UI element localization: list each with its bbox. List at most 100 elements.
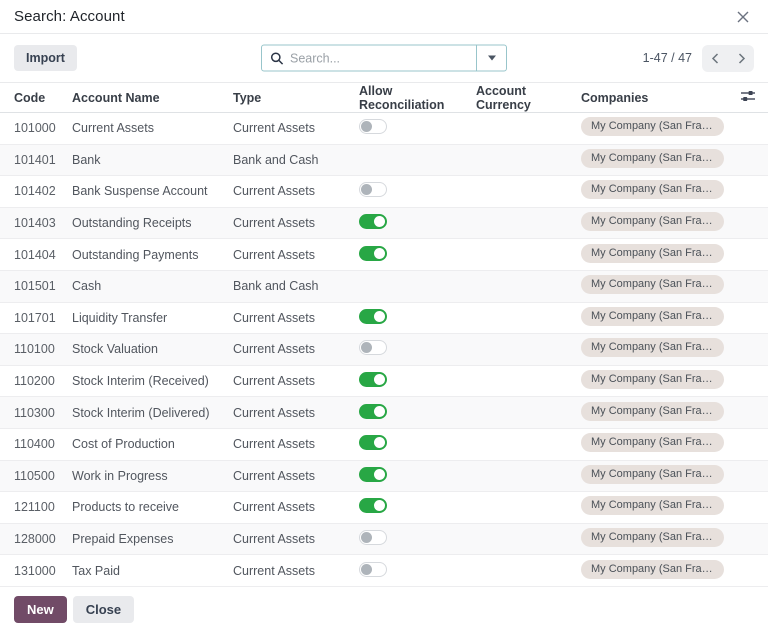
cell-companies: My Company (San Francisco) (577, 333, 728, 366)
cell-companies: My Company (San Francisco) (577, 206, 728, 239)
cell-code: 110200 (0, 364, 68, 397)
cell-companies: My Company (San Francisco) (577, 491, 728, 524)
pager-prev-button[interactable] (702, 45, 728, 72)
cell-type: Current Assets (229, 238, 355, 271)
cell-allow-reconciliation (355, 175, 472, 208)
dialog-title: Search: Account (14, 8, 125, 25)
table-row[interactable]: 101000 Current Assets Current Assets My … (0, 113, 768, 145)
pager-range: 1-47 / 47 (642, 51, 692, 65)
reconcile-toggle[interactable] (359, 403, 387, 419)
reconcile-toggle[interactable] (359, 182, 387, 198)
search-icon (270, 51, 284, 65)
cell-companies: My Company (San Francisco) (577, 427, 728, 461)
pager-next-button[interactable] (728, 45, 754, 72)
cell-code: 110100 (0, 333, 68, 366)
reconcile-toggle[interactable] (359, 530, 387, 546)
search-dropdown-button[interactable] (476, 45, 506, 71)
dialog-footer: New Close (0, 587, 768, 631)
table-row[interactable]: 101401 Bank Bank and Cash My Company (Sa… (0, 143, 768, 176)
table-row[interactable]: 101404 Outstanding Payments Current Asse… (0, 238, 768, 271)
cell-allow-reconciliation (355, 143, 472, 176)
chevron-down-icon (487, 55, 496, 61)
cell-account-currency (472, 554, 577, 587)
reconcile-toggle[interactable] (359, 498, 387, 514)
cell-code: 101402 (0, 175, 68, 208)
cell-companies: My Company (San Francisco) (577, 143, 728, 176)
table-row[interactable]: 110100 Stock Valuation Current Assets My… (0, 333, 768, 366)
table-header-row: Code Account Name Type Allow Reconciliat… (0, 82, 768, 113)
cell-type: Current Assets (233, 121, 315, 136)
cell-code: 110400 (0, 427, 68, 461)
table-body: 101000 Current Assets Current Assets My … (0, 113, 768, 587)
reconcile-toggle[interactable] (359, 214, 387, 230)
table-row[interactable]: 101403 Outstanding Receipts Current Asse… (0, 206, 768, 239)
company-badge: My Company (San Francisco) (581, 401, 724, 421)
column-header-companies[interactable]: Companies (577, 82, 728, 113)
cell-account-currency (472, 301, 577, 334)
cell-allow-reconciliation (355, 396, 472, 429)
new-button[interactable]: New (14, 595, 67, 623)
reconcile-toggle[interactable] (359, 340, 387, 356)
cell-account-currency (472, 459, 577, 492)
table-row[interactable]: 131000 Tax Paid Current Assets My Compan… (0, 554, 768, 587)
cell-code: 101403 (0, 206, 68, 239)
reconcile-toggle[interactable] (359, 119, 387, 135)
reconcile-toggle[interactable] (359, 372, 387, 388)
column-header-account-name[interactable]: Account Name (68, 82, 229, 113)
cell-type: Bank and Cash (229, 269, 355, 303)
table-row[interactable]: 101701 Liquidity Transfer Current Assets… (0, 301, 768, 334)
cell-companies: My Company (San Francisco) (577, 459, 728, 492)
cell-companies: My Company (San Francisco) (577, 301, 728, 334)
table-row[interactable]: 110200 Stock Interim (Received) Current … (0, 364, 768, 397)
cell-account-name: Cash (68, 269, 229, 303)
reconcile-toggle[interactable] (359, 308, 387, 324)
cell-type: Current Assets (229, 427, 355, 461)
table-row[interactable]: 101501 Cash Bank and Cash My Company (Sa… (0, 269, 768, 303)
cell-type: Current Assets (229, 522, 355, 555)
cell-account-currency (472, 175, 577, 208)
cell-account-name: Stock Interim (Received) (68, 364, 229, 397)
table-row[interactable]: 121100 Products to receive Current Asset… (0, 491, 768, 524)
company-badge: My Company (San Francisco) (581, 338, 724, 358)
import-button[interactable]: Import (14, 45, 77, 71)
cell-code: 101401 (0, 143, 68, 176)
table-row[interactable]: 110400 Cost of Production Current Assets… (0, 427, 768, 461)
cell-type: Current Assets (229, 333, 355, 366)
table-row[interactable]: 110300 Stock Interim (Delivered) Current… (0, 396, 768, 429)
column-header-type[interactable]: Type (229, 82, 355, 113)
cell-account-name: Prepaid Expenses (68, 522, 229, 555)
cell-account-name: Stock Valuation (68, 333, 229, 366)
cell-allow-reconciliation (355, 206, 472, 239)
company-badge: My Company (San Francisco) (581, 370, 724, 390)
cell-account-currency (472, 364, 577, 397)
table-row[interactable]: 128000 Prepaid Expenses Current Assets M… (0, 522, 768, 555)
cell-account-currency (472, 143, 577, 176)
chevron-right-icon (738, 52, 745, 64)
company-badge: My Company (San Francisco) (581, 180, 724, 200)
company-badge: My Company (San Francisco) (581, 496, 724, 516)
cell-companies: My Company (San Francisco) (577, 269, 728, 303)
company-badge: My Company (San Francisco) (581, 212, 724, 232)
account-list: Code Account Name Type Allow Reconciliat… (0, 82, 768, 587)
cell-companies: My Company (San Francisco) (577, 364, 728, 397)
cell-allow-reconciliation (355, 491, 472, 524)
pager: 1-47 / 47 (642, 44, 754, 72)
table-row[interactable]: 110500 Work in Progress Current Assets M… (0, 459, 768, 492)
reconcile-toggle[interactable] (359, 245, 387, 261)
reconcile-toggle[interactable] (359, 466, 387, 482)
column-header-account-currency[interactable]: Account Currency (472, 82, 577, 113)
close-button[interactable]: Close (72, 595, 135, 623)
table-row[interactable]: 101402 Bank Suspense Account Current Ass… (0, 175, 768, 208)
reconcile-toggle[interactable] (359, 561, 387, 577)
close-icon[interactable] (732, 6, 754, 28)
cell-code: 110300 (0, 396, 68, 429)
reconcile-toggle[interactable] (359, 435, 387, 451)
cell-type: Current Assets (229, 491, 355, 524)
column-header-code[interactable]: Code (0, 82, 68, 113)
cell-companies: My Company (San Francisco) (577, 238, 728, 271)
adjust-columns-icon[interactable] (740, 89, 756, 103)
control-bar: Import 1-47 / 47 (0, 34, 768, 82)
search-input[interactable] (290, 51, 468, 65)
column-header-allow-reconciliation[interactable]: Allow Reconciliation (355, 82, 472, 113)
company-badge: My Company (San Francisco) (581, 117, 724, 137)
